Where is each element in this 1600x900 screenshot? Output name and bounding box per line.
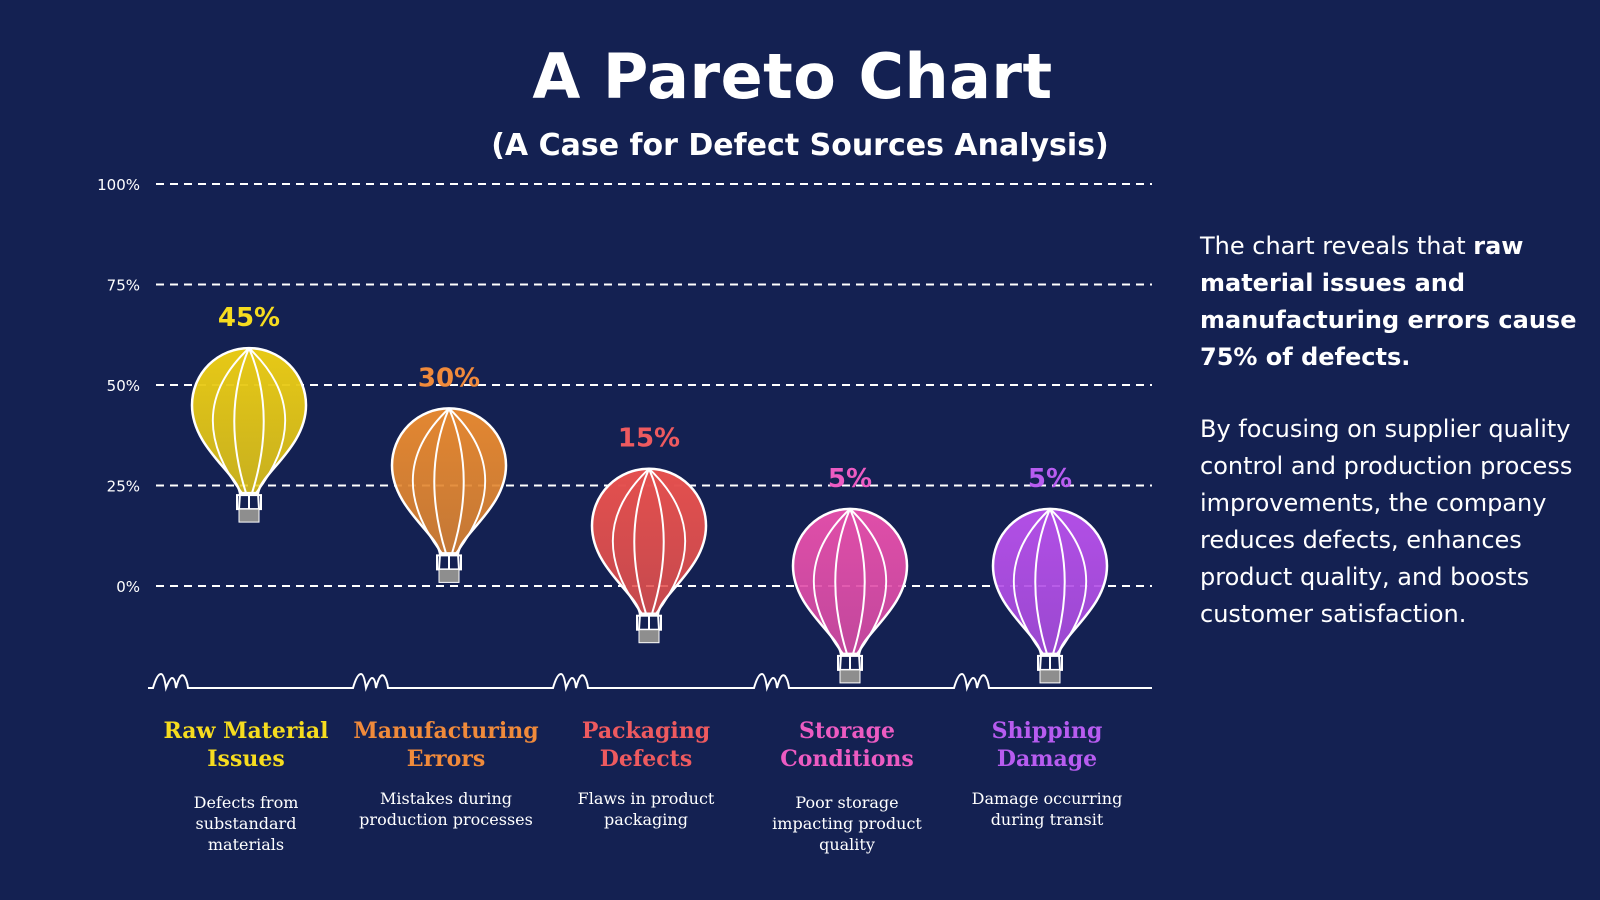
category-label-line: Manufacturing [353,718,538,744]
balloon-3 [590,467,708,644]
balloon-envelope [190,346,308,495]
category-label: Manufacturing Errors [353,718,538,772]
balloon-envelope [590,467,708,615]
balloon-gore-line [1049,508,1066,655]
value-label: 15% [618,424,680,454]
balloon-5 [991,507,1109,684]
balloon-gore-line [1012,508,1051,655]
balloon-gore-line [211,347,250,494]
chart-subtitle: (A Case for Defect Sources Analysis) [491,128,1109,163]
balloon-gore-line [834,508,851,655]
category-label-line: Errors [407,746,486,772]
category-description-line: impacting product [772,814,922,833]
balloon-gore-line [448,408,465,554]
value-label: 5% [1028,464,1072,494]
category-label-line: Issues [207,746,284,772]
category-label-line: Shipping [992,718,1103,744]
value-label: 45% [218,303,280,333]
category-description-line: Defects from [194,793,299,812]
category-description-line: Poor storage [795,793,898,812]
category-description-line: quality [819,835,875,854]
value-label: 30% [418,363,480,393]
balloon-1 [190,346,308,523]
insight-plain-text: The chart reveals that [1200,232,1474,260]
category-label: Raw Material Issues [164,718,329,772]
category-description-line: production processes [359,810,533,829]
category-label: Storage Conditions [780,718,914,772]
balloon-2 [390,407,508,583]
category-description: Mistakes during production processes [359,789,533,829]
balloon-gore-line [633,468,650,614]
category-description: Damage occurring during transit [972,789,1123,829]
category-description-line: Flaws in product [578,789,715,808]
balloon-basket [638,629,660,644]
y-tick-label: 50% [107,377,140,395]
category-label-line: Packaging [582,718,710,744]
category-description: Poor storage impacting product quality [772,793,922,854]
value-label: 5% [828,464,872,494]
category-label-line: Damage [997,746,1097,772]
balloon-basket [438,568,460,583]
balloon-gore-line [248,347,287,494]
balloon-envelope [390,407,508,555]
balloon-gore-line [1049,508,1088,655]
balloon-gore-line [849,508,888,655]
balloon-basket [1039,669,1061,684]
balloon-gore-line [233,347,250,494]
y-tick-label: 25% [107,478,140,496]
balloon-4 [791,507,909,684]
category-description-line: substandard [196,814,297,833]
balloon-envelope [791,507,909,656]
balloon-gore-line [1034,508,1051,655]
category-label: Shipping Damage [992,718,1103,772]
y-tick-label: 0% [116,578,140,596]
balloon-gore-line [248,347,265,494]
balloon-basket [839,669,861,684]
balloon-gore-line [849,508,866,655]
y-tick-label: 100% [97,176,140,194]
category-description-line: Mistakes during [380,789,512,808]
category-description-line: Damage occurring [972,789,1123,808]
balloon-gore-line [448,407,487,555]
balloon-gore-line [433,408,450,554]
balloon-envelope [991,507,1109,656]
category-label-line: Storage [799,718,895,744]
category-description-line: during transit [991,810,1104,829]
category-label-line: Conditions [780,746,914,772]
balloon-gore-line [812,508,851,655]
balloon-gore-line [648,467,687,615]
category-label-line: Raw Material [164,718,329,744]
pareto-chart: 100% 75% 50% 25% 0% 45% 30% 15% 5% 5% Raw Material… [97,176,1152,854]
balloon-gore-line [648,468,665,614]
balloon-basket [238,508,260,523]
balloon-gore-line [411,407,450,555]
y-tick-label: 75% [107,277,140,295]
recommendation-paragraph: By focusing on supplier quality control … [1200,415,1573,628]
category-label-line: Defects [600,746,692,772]
category-description: Flaws in product packaging [578,789,715,829]
category-label: Packaging Defects [582,718,710,772]
balloon-gore-line [611,467,650,615]
chart-title: A Pareto Chart [532,40,1053,113]
category-description-line: packaging [604,810,688,829]
category-description-line: materials [208,835,284,854]
insight-bold-text: raw material issues and manufacturing er… [1200,232,1577,371]
ground-line [148,672,1152,692]
insight-paragraph: The chart reveals that raw material issu… [1200,228,1580,376]
category-description: Defects from substandard materials [194,793,299,854]
